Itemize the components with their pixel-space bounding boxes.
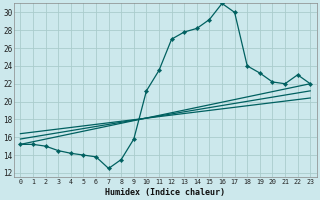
- X-axis label: Humidex (Indice chaleur): Humidex (Indice chaleur): [105, 188, 225, 197]
